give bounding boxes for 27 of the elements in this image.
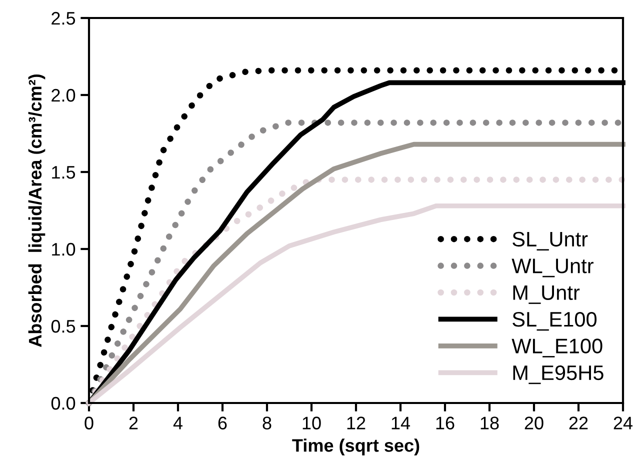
legend-label: WL_Untr — [512, 258, 594, 278]
legend-label: WL_E100 — [512, 338, 602, 358]
x-tick-label: 6 — [218, 416, 227, 430]
x-tick-label: 20 — [524, 416, 544, 430]
y-tick-label: 0.0 — [51, 396, 76, 410]
x-tick-label: 0 — [84, 416, 94, 430]
x-tick-label: 10 — [302, 416, 321, 430]
x-tick-label: 8 — [262, 416, 272, 430]
x-tick-label: 22 — [569, 416, 588, 430]
x-tick-label: 18 — [480, 416, 499, 430]
x-tick-label: 2 — [129, 416, 138, 430]
x-tick-label: 4 — [173, 416, 182, 430]
x-axis-title: Time (sqrt sec) — [292, 438, 420, 456]
y-tick-label: 0.5 — [51, 320, 76, 333]
y-axis-title: Absorbed liquid/Area (cm³/cm²) — [28, 74, 46, 347]
legend-label: M_Untr — [513, 285, 580, 304]
y-tick-label: 2.0 — [52, 88, 76, 102]
y-tick-label: 2.5 — [52, 12, 76, 25]
legend-label: M_E95H5 — [513, 365, 604, 384]
legend-label: SL_E100 — [512, 312, 597, 331]
x-tick-label: 12 — [347, 416, 366, 430]
x-tick-label: 16 — [436, 416, 454, 430]
x-tick-label: 24 — [614, 416, 633, 430]
x-tick-label: 14 — [392, 416, 410, 430]
y-tick-label: 1.5 — [52, 166, 76, 179]
y-tick-label: 1.0 — [52, 242, 76, 256]
legend-label: SL_Untr — [512, 232, 588, 251]
